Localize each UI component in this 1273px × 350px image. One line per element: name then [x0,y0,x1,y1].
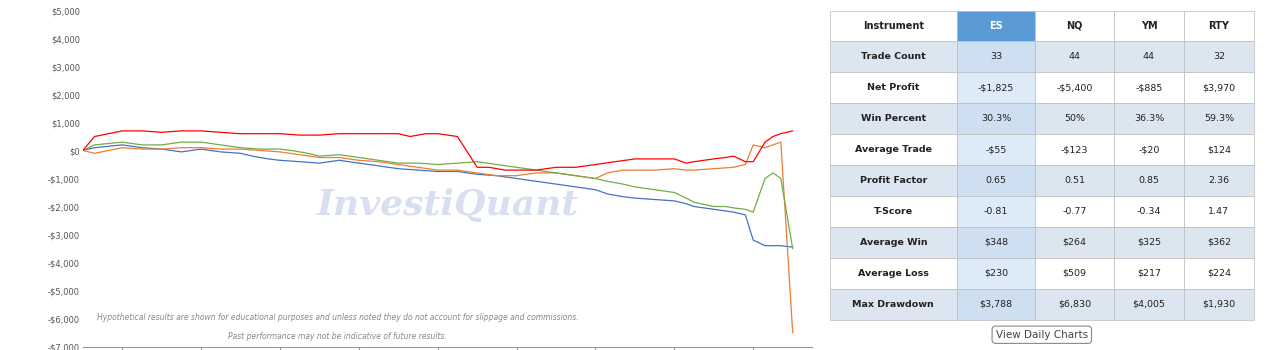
Text: View Daily Charts: View Daily Charts [995,330,1088,340]
Text: Past performance may not be indicative of future results.: Past performance may not be indicative o… [228,332,447,341]
Text: InvestiQuant: InvestiQuant [317,188,579,222]
Text: Hypothetical results are shown for educational purposes and unless noted they do: Hypothetical results are shown for educa… [97,313,578,322]
